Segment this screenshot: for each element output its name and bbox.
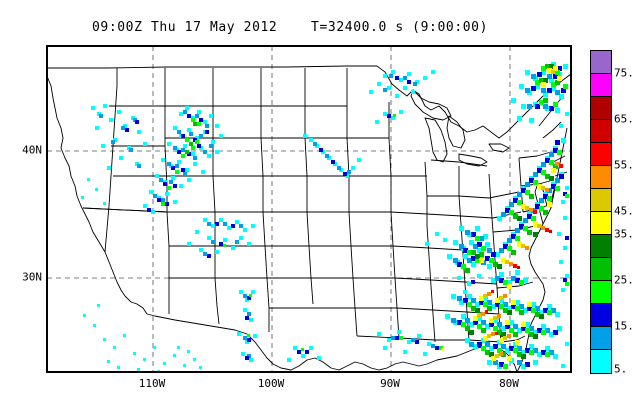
colorbar-band-50-55 <box>591 143 611 166</box>
map-plot-area <box>46 45 572 373</box>
y-tick-40n: 40N <box>22 143 42 157</box>
y-tick-30n: 30N <box>22 270 42 284</box>
reflectivity-field <box>81 62 569 372</box>
map-canvas <box>47 46 571 372</box>
x-tick-80w: 80W <box>499 377 519 390</box>
colorbar-band-75-85 <box>591 51 611 74</box>
colorbar-band-30-35 <box>591 235 611 258</box>
figure-title: 09:00Z Thu 17 May 2012 T=32400.0 s (9:00… <box>91 20 489 35</box>
colorbar-tick-65: 65. <box>614 112 634 126</box>
colorbar-tick-25: 25. <box>614 273 634 287</box>
colorbar-band-65-75 <box>591 74 611 97</box>
colorbar-band-5-10 <box>591 350 611 373</box>
colorbar-band-40-45 <box>591 189 611 212</box>
x-tick-100w: 100W <box>257 377 285 390</box>
colorbar-tick-5: 5. <box>614 362 628 376</box>
colorbar-band-35-40 <box>591 212 611 235</box>
colorbar-tick-15: 15. <box>614 319 634 333</box>
x-tick-90w: 90W <box>380 377 400 390</box>
colorbar-band-45-50 <box>591 166 611 189</box>
plot-frame <box>47 46 571 372</box>
colorbar-band-25-30 <box>591 258 611 281</box>
colorbar-tick-75: 75. <box>614 66 634 80</box>
colorbar-tick-45: 45. <box>614 204 634 218</box>
colorbar-tick-35: 35. <box>614 227 634 241</box>
colorbar-band-60-65 <box>591 97 611 120</box>
colorbar-band-55-60 <box>591 120 611 143</box>
reflectivity-colorbar <box>590 50 612 374</box>
colorbar-band-10-15 <box>591 327 611 350</box>
colorbar-band-20-25 <box>591 281 611 304</box>
colorbar-band-15-20 <box>591 304 611 327</box>
x-tick-110w: 110W <box>138 377 166 390</box>
colorbar-tick-55: 55. <box>614 158 634 172</box>
